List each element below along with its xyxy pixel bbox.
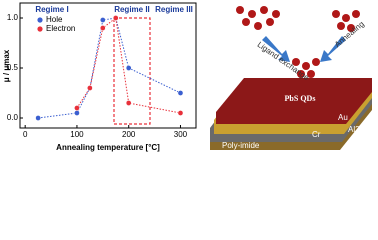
legend-marker [37, 17, 43, 23]
qd-cluster [236, 6, 360, 78]
data-point [35, 115, 41, 121]
illustration-label: Al2O3 [348, 125, 371, 134]
data-point [87, 85, 93, 91]
y-axis-label: μ / μmax [2, 49, 11, 82]
data-point [112, 15, 119, 21]
x-tick-label: 0 [23, 130, 28, 139]
y-tick-label: 0.5 [7, 63, 19, 72]
annotation: Regime II [114, 5, 150, 14]
x-tick-label: 300 [174, 130, 188, 139]
y-tick-label: 0.0 [7, 113, 19, 122]
illustration-label: Poly-imide [222, 141, 260, 150]
illustration-label: PbS QDs [285, 94, 316, 103]
illustration-label: Ligand exchange [256, 40, 312, 83]
illustration-label: Au [338, 113, 348, 122]
qd-film [216, 78, 372, 124]
arrow [320, 36, 346, 62]
page: {"chart_data": {"type": "line", "x_label… [2, 2, 372, 153]
y-tick-label: 1.0 [7, 13, 19, 22]
data-point [125, 65, 132, 71]
legend-label: Electron [46, 24, 75, 33]
data-point [99, 25, 106, 31]
annotation: Regime III [155, 5, 193, 14]
data-point [177, 110, 184, 116]
data-point [125, 100, 132, 106]
data-point [99, 17, 106, 23]
highlight-box [113, 17, 151, 125]
data-point [74, 110, 80, 116]
series-line [76, 17, 181, 114]
legend-label: Hole [46, 15, 63, 24]
x-tick-label: 200 [122, 130, 136, 139]
arrow [262, 36, 290, 62]
figure: Regime I Regime II Regime III Annealing … [2, 2, 372, 152]
data-point [74, 105, 80, 111]
plot-frame [19, 2, 197, 129]
data-point [177, 90, 184, 96]
x-axis-label: Annealing temperature [°C] [56, 143, 160, 152]
legend-marker [37, 26, 43, 32]
illustration [210, 6, 372, 150]
annotation: Regime I [35, 5, 68, 14]
illustration-label: Cr [312, 130, 321, 139]
x-tick-label: 100 [70, 130, 84, 139]
